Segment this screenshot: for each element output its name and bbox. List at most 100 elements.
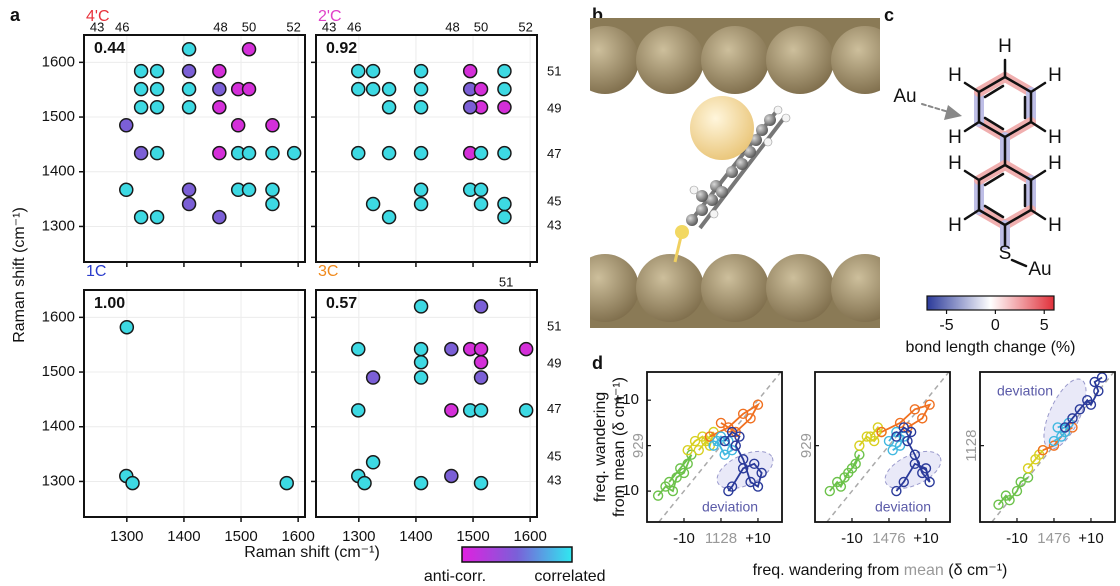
track-point [1037,444,1049,456]
atom-label: H [1048,215,1062,236]
x-tick-label: 1400 [167,528,200,545]
point [230,118,246,133]
mode-label: 50 [474,19,488,34]
annotation: deviation [997,383,1053,399]
track-point [752,399,764,410]
x-tick-label: +10 [1078,530,1103,547]
track-point [902,435,913,447]
track-point [671,472,682,483]
point [133,63,149,79]
track-point [898,422,909,433]
point [413,145,429,161]
point [497,81,512,97]
point [473,182,489,198]
track-point [756,467,767,479]
mode-label: 43 [322,19,336,34]
plot-frame [646,371,783,523]
x-tick-label: 1600 [281,528,314,545]
track-point [920,463,932,474]
point [381,145,397,161]
track-point [1059,422,1071,433]
colorbar-tick-label: -5 [939,317,953,334]
point [473,354,489,370]
panel-title: 2'C [318,8,342,25]
track-point [876,426,887,438]
track-point [1011,485,1023,497]
point [518,341,534,357]
plot-frame [315,289,538,518]
y-axis-label: from mean (δ cm⁻¹) [611,377,628,517]
track-point [924,476,935,488]
x-tick-label: 1128 [705,530,737,547]
track-point [850,458,861,470]
x-tick-label: -10 [673,530,695,547]
structure [921,58,1047,268]
track-point [1052,422,1063,433]
point [181,63,197,79]
y-tick-label: 1500 [42,363,75,380]
mode-label: 47 [547,401,561,416]
x-tick-label: 1476 [1037,530,1070,547]
track-point [723,485,734,497]
mode-label: 46 [347,19,361,34]
x-axis-label-part: freq. wandering from [753,562,904,579]
track-line [686,431,715,451]
track-point [839,472,850,483]
atom-label: S [999,243,1012,264]
point [286,145,302,161]
track-point [652,490,664,501]
track-line [888,430,905,451]
track-point [689,435,701,447]
atom-label: H [948,153,962,174]
track-point [667,485,679,497]
x-tick-label: 1500 [456,528,489,545]
y-tick-label: 1600 [42,53,75,70]
track-point [737,408,749,420]
point [212,99,227,115]
point [381,99,397,115]
track-point [730,440,741,451]
mode-label: 46 [115,19,129,34]
track-point [682,458,693,470]
x-tick-label: +10 [913,530,938,547]
track-line [997,476,1029,506]
point [381,209,397,225]
panel-label: d [592,353,603,373]
track-point [752,481,764,492]
point [133,81,149,97]
panel-label: c [884,5,894,25]
colorbar-tick-label: 0 [991,317,1000,334]
point [413,182,429,198]
x-tick-label: -10 [1006,530,1028,547]
point [473,299,489,314]
x-tick-label: 1500 [224,528,257,545]
legend-label: anti-corr. [424,568,486,585]
y-tick-label: 1128 [963,430,980,462]
point [444,468,459,484]
point [473,196,489,212]
track-point [883,435,895,447]
y-tick-label: 1400 [42,163,75,180]
point [365,370,381,385]
mode-label: 52 [518,19,532,34]
point [413,354,429,370]
track-point [745,413,756,424]
track-point [749,458,760,470]
track-point [663,476,675,488]
track-point [891,431,902,442]
point [497,63,512,79]
atom-label: H [948,65,962,86]
x-tick-label: +10 [745,530,770,547]
mode-label: 43 [547,217,561,232]
track-point [909,458,921,470]
y-tick-label: 929 [630,433,647,458]
mode-label: 52 [286,19,300,34]
atom-label: Au [893,86,916,107]
mode-label: 48 [445,19,459,34]
track-point [917,413,928,424]
track-point [1085,399,1097,410]
panel-title: 3C [318,263,338,280]
x-axis-label: freq. wandering from mean (δ cm⁻¹) [753,562,1008,579]
point [265,196,280,212]
track-line [1064,376,1103,429]
